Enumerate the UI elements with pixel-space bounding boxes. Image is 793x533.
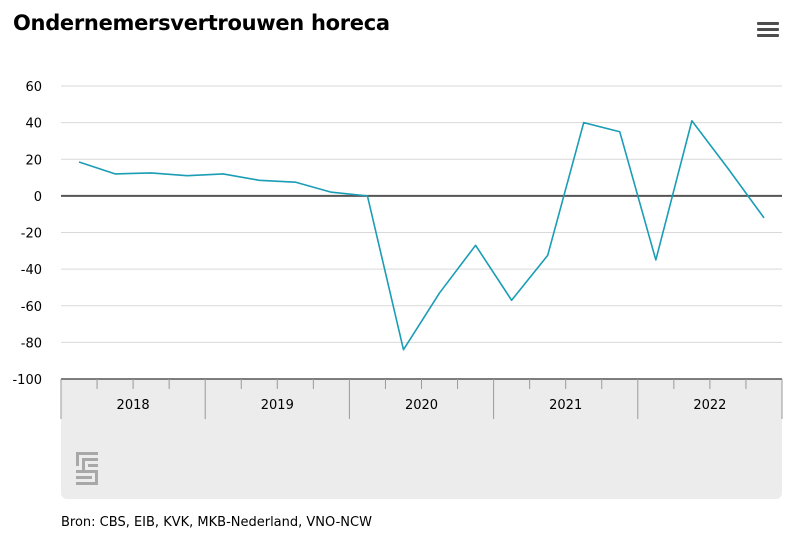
data-point-2021-Q1[interactable] xyxy=(508,296,516,304)
data-point-2021-Q3[interactable] xyxy=(580,119,588,127)
y-tick-label: -80 xyxy=(21,336,42,351)
data-point-2018-Q2[interactable] xyxy=(111,170,119,178)
data-point-2018-Q1[interactable] xyxy=(75,158,83,166)
y-axis-ticks: 60 40 20 0 -20 -40 -60 -80 -100 xyxy=(12,80,42,388)
data-point-2021-Q4[interactable] xyxy=(616,128,624,136)
data-point-2022-Q4[interactable] xyxy=(760,214,768,222)
data-point-2019-Q4[interactable] xyxy=(327,188,335,196)
hamburger-menu-icon[interactable] xyxy=(757,22,779,38)
y-tick-label: -60 xyxy=(21,300,42,315)
data-point-2022-Q2[interactable] xyxy=(688,117,696,125)
chart-title: Ondernemersvertrouwen horeca xyxy=(13,11,390,35)
data-point-2020-Q1[interactable] xyxy=(363,192,371,200)
x-tick-label-2018: 2018 xyxy=(117,398,150,413)
y-tick-label: 0 xyxy=(34,190,42,205)
y-tick-label: -40 xyxy=(21,263,42,278)
data-point-2022-Q1[interactable] xyxy=(652,256,660,264)
cbs-logo-icon xyxy=(76,452,98,485)
data-point-2020-Q2[interactable] xyxy=(399,346,407,354)
data-point-2022-Q3[interactable] xyxy=(724,164,732,172)
data-point-2020-Q3[interactable] xyxy=(436,289,444,297)
x-tick-label-2020: 2020 xyxy=(405,398,438,413)
data-point-2019-Q1[interactable] xyxy=(219,170,227,178)
y-tick-label: 40 xyxy=(25,117,42,132)
grid-lines xyxy=(61,85,782,343)
x-tick-label-2021: 2021 xyxy=(549,398,582,413)
source-note: Bron: CBS, EIB, KVK, MKB-Nederland, VNO-… xyxy=(61,515,372,530)
series-layer xyxy=(61,117,782,354)
data-point-2020-Q4[interactable] xyxy=(472,241,480,249)
data-point-2018-Q4[interactable] xyxy=(183,172,191,180)
x-tick-label-2022: 2022 xyxy=(693,398,726,413)
data-point-2019-Q2[interactable] xyxy=(255,176,263,184)
chart-canvas: 60 40 20 0 -20 -40 -60 -80 -100 2018 2019 2020 2021… xyxy=(12,80,783,499)
y-tick-label: 20 xyxy=(25,153,42,168)
x-axis-ticks: 2018 2019 2020 2021 2022 xyxy=(60,379,783,419)
data-point-2018-Q3[interactable] xyxy=(147,169,155,177)
data-point-2019-Q3[interactable] xyxy=(291,178,299,186)
series-line-0[interactable] xyxy=(78,119,765,351)
y-tick-label: -20 xyxy=(21,227,42,242)
y-tick-label: -100 xyxy=(12,373,42,388)
y-tick-label: 60 xyxy=(25,80,42,95)
data-point-2021-Q2[interactable] xyxy=(544,251,552,259)
x-axis-band xyxy=(61,378,782,499)
x-tick-label-2019: 2019 xyxy=(261,398,294,413)
